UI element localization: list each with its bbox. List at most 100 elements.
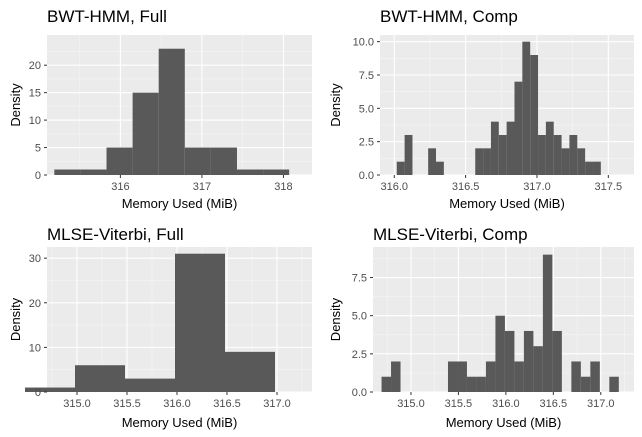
histogram-bar: [577, 148, 586, 175]
x-tick-label: 317: [193, 181, 211, 193]
x-tick-label: 317.0: [263, 398, 291, 410]
histogram-bar: [476, 376, 486, 392]
chart-title: BWT-HMM, Comp: [380, 7, 518, 26]
histogram-panel-2: 316.0 316.5 317.0 317.5 0.0 2.5 5.0 7.5 10.0 BWT-…: [328, 7, 634, 211]
chart-title: BWT-HMM, Full: [47, 7, 167, 26]
histogram-bar: [475, 148, 484, 175]
y-axis-label: Density: [328, 83, 343, 127]
y-tick-label: 0: [35, 387, 41, 399]
histogram-bar: [483, 148, 491, 175]
x-tick-label: 315.0: [63, 398, 91, 410]
x-tick-label: 316.5: [540, 398, 568, 410]
x-tick-label: 316.5: [452, 181, 480, 193]
histogram-bar: [184, 147, 211, 175]
histogram-bar: [523, 330, 534, 392]
histogram-bar: [263, 169, 290, 175]
histogram-bar: [498, 135, 507, 175]
histogram-bar: [538, 135, 546, 175]
x-tick-label: 318: [274, 181, 292, 193]
histogram-bar: [490, 121, 499, 175]
x-tick-label: 316.0: [163, 398, 191, 410]
histogram-bar: [506, 121, 515, 175]
y-tick-label: 5.0: [352, 311, 367, 323]
histogram-panel-4: 315.0 315.5 316.0 316.5 317.0 0.0 2.5 5.0 7.5 MLS…: [328, 225, 634, 430]
histogram-bar: [514, 361, 524, 392]
y-axis-label: Density: [8, 83, 23, 127]
x-axis-label: Memory Used (MiB): [122, 196, 238, 211]
histogram-bar: [530, 55, 539, 175]
x-tick-label: 317.0: [587, 398, 615, 410]
histogram-bar: [590, 361, 600, 392]
histogram-bar: [125, 378, 175, 392]
x-tick-label: 316.0: [492, 398, 520, 410]
histogram-bar: [571, 361, 581, 392]
histogram-bar: [80, 169, 107, 175]
histogram-bar: [106, 147, 133, 175]
histogram-bar: [447, 361, 458, 392]
histogram-bar: [391, 361, 401, 392]
histogram-bar: [542, 254, 553, 392]
x-tick-label: 316: [111, 181, 129, 193]
histogram-bar: [585, 161, 593, 175]
histogram-bar: [428, 148, 437, 175]
histogram-bar: [396, 161, 405, 175]
histogram-bar: [504, 330, 515, 392]
y-tick-label: 0.0: [352, 387, 367, 399]
histogram-panel-1: 316 317 318 0 5 10 15 20 BWT-HMM, Full Memory Use…: [8, 7, 312, 211]
y-tick-label: 2.5: [352, 349, 367, 361]
histogram-bar: [561, 148, 570, 175]
histogram-bar: [514, 81, 523, 175]
histogram-bar: [569, 135, 578, 175]
histogram-bar: [457, 361, 467, 392]
y-tick-label: 2.5: [359, 137, 374, 149]
chart-title: MLSE-Viterbi, Comp: [373, 225, 528, 244]
x-tick-label: 316.5: [213, 398, 241, 410]
y-tick-label: 20: [29, 298, 41, 310]
histogram-bar: [533, 346, 543, 392]
y-tick-label: 10: [29, 342, 41, 354]
histogram-bar: [545, 121, 554, 175]
histogram-bar: [522, 41, 531, 175]
histogram-bar: [225, 351, 275, 392]
histogram-bar: [466, 376, 477, 392]
y-tick-label: 10: [29, 115, 41, 127]
histogram-bar: [132, 92, 159, 175]
chart-title: MLSE-Viterbi, Full: [47, 225, 184, 244]
histogram-bar: [236, 169, 264, 175]
histogram-bar: [495, 315, 505, 392]
x-tick-label: 317.5: [595, 181, 623, 193]
y-tick-label: 20: [29, 60, 41, 72]
y-axis-label: Density: [328, 297, 343, 341]
histogram-panel-3: 315.0 315.5 316.0 316.5 317.0 0 10 20 30 MLSE-Vit…: [8, 225, 312, 430]
x-axis-label: Memory Used (MiB): [122, 415, 238, 430]
histogram-bar: [485, 361, 496, 392]
histogram-bar: [75, 365, 125, 392]
y-tick-label: 30: [29, 253, 41, 265]
y-tick-label: 5.0: [359, 103, 374, 115]
y-axis-label: Density: [8, 297, 23, 341]
histogram-bar: [210, 147, 237, 175]
histogram-bar: [25, 387, 75, 392]
y-tick-label: 0.0: [359, 170, 374, 182]
y-tick-label: 5: [35, 143, 41, 155]
histogram-bar: [436, 161, 444, 175]
x-tick-label: 315.5: [445, 398, 473, 410]
histogram-bar: [592, 161, 601, 175]
y-tick-label: 0: [35, 170, 41, 182]
histogram-bar: [580, 376, 591, 392]
histogram-bar: [175, 253, 225, 392]
x-axis-label: Memory Used (MiB): [446, 415, 562, 430]
histogram-bar: [609, 376, 619, 392]
histogram-bar: [553, 135, 562, 175]
y-tick-label: 10.0: [353, 37, 374, 49]
histogram-bar: [54, 169, 81, 175]
x-tick-label: 317.0: [523, 181, 551, 193]
x-axis-label: Memory Used (MiB): [449, 196, 565, 211]
histogram-bar: [552, 330, 562, 392]
y-tick-label: 7.5: [352, 273, 367, 285]
x-tick-label: 315.5: [113, 398, 141, 410]
histogram-bar: [381, 376, 392, 392]
x-tick-label: 315.0: [397, 398, 425, 410]
x-tick-label: 316.0: [381, 181, 409, 193]
